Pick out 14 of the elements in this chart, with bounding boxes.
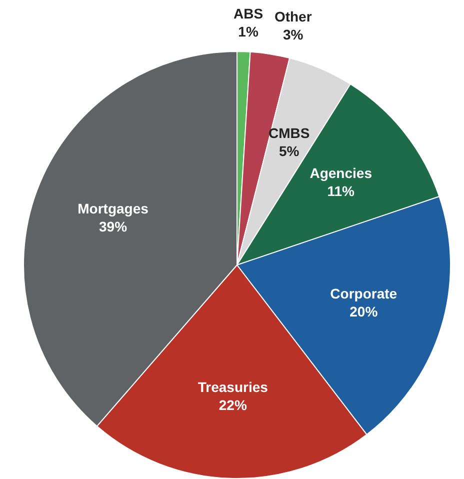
data-label: 11% (327, 182, 356, 199)
slice-label: Mortgages (78, 200, 149, 217)
slice-label: CMBS (268, 125, 310, 142)
slice-label: Treasuries (198, 379, 268, 396)
data-label: 3% (282, 26, 304, 42)
data-label: 1% (238, 23, 259, 40)
data-label: 22% (218, 397, 248, 414)
data-label: 5% (278, 143, 300, 160)
slice-label: Other (274, 8, 312, 24)
data-label: 20% (350, 303, 378, 320)
data-label: 39% (98, 218, 128, 235)
slice-label: ABS (233, 5, 264, 22)
slice-label: Corporate (330, 285, 398, 302)
slice-label: Agencies (310, 164, 372, 181)
